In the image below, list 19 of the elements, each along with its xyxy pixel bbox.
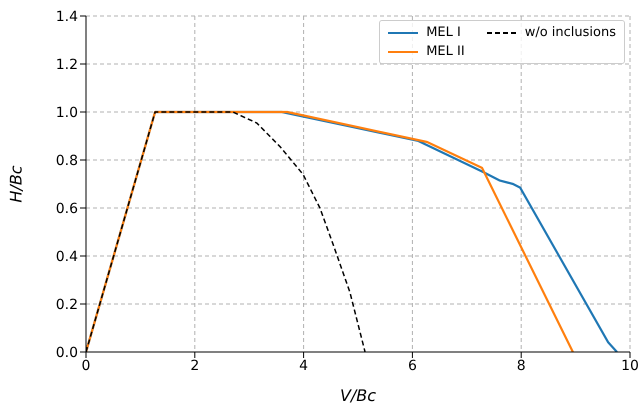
y-tick-label: 0.8 [56, 152, 78, 169]
legend-label: MEL I [426, 25, 461, 40]
y-tick-label: 0.6 [56, 200, 78, 217]
x-tick-label: 6 [408, 358, 417, 374]
legend-label: MEL II [426, 44, 465, 59]
y-tick-label: 1.2 [56, 56, 78, 73]
x-axis-title: V/Bc [340, 386, 376, 405]
y-tick-label: 0.2 [56, 296, 78, 313]
legend-label: w/o inclusions [524, 25, 616, 40]
x-tick-label: 2 [190, 358, 200, 374]
x-tick-label: 10 [621, 358, 639, 374]
y-tick-label: 1.0 [56, 104, 78, 121]
y-tick-label: 0.0 [56, 344, 78, 361]
x-tick-label: 0 [82, 358, 90, 374]
y-tick-label: 1.4 [56, 8, 78, 25]
y-axis-title: H/Bc [6, 165, 26, 203]
y-tick-label: 0.4 [56, 248, 78, 265]
x-tick-label: 8 [516, 358, 526, 374]
x-tick-label: 4 [299, 358, 308, 374]
